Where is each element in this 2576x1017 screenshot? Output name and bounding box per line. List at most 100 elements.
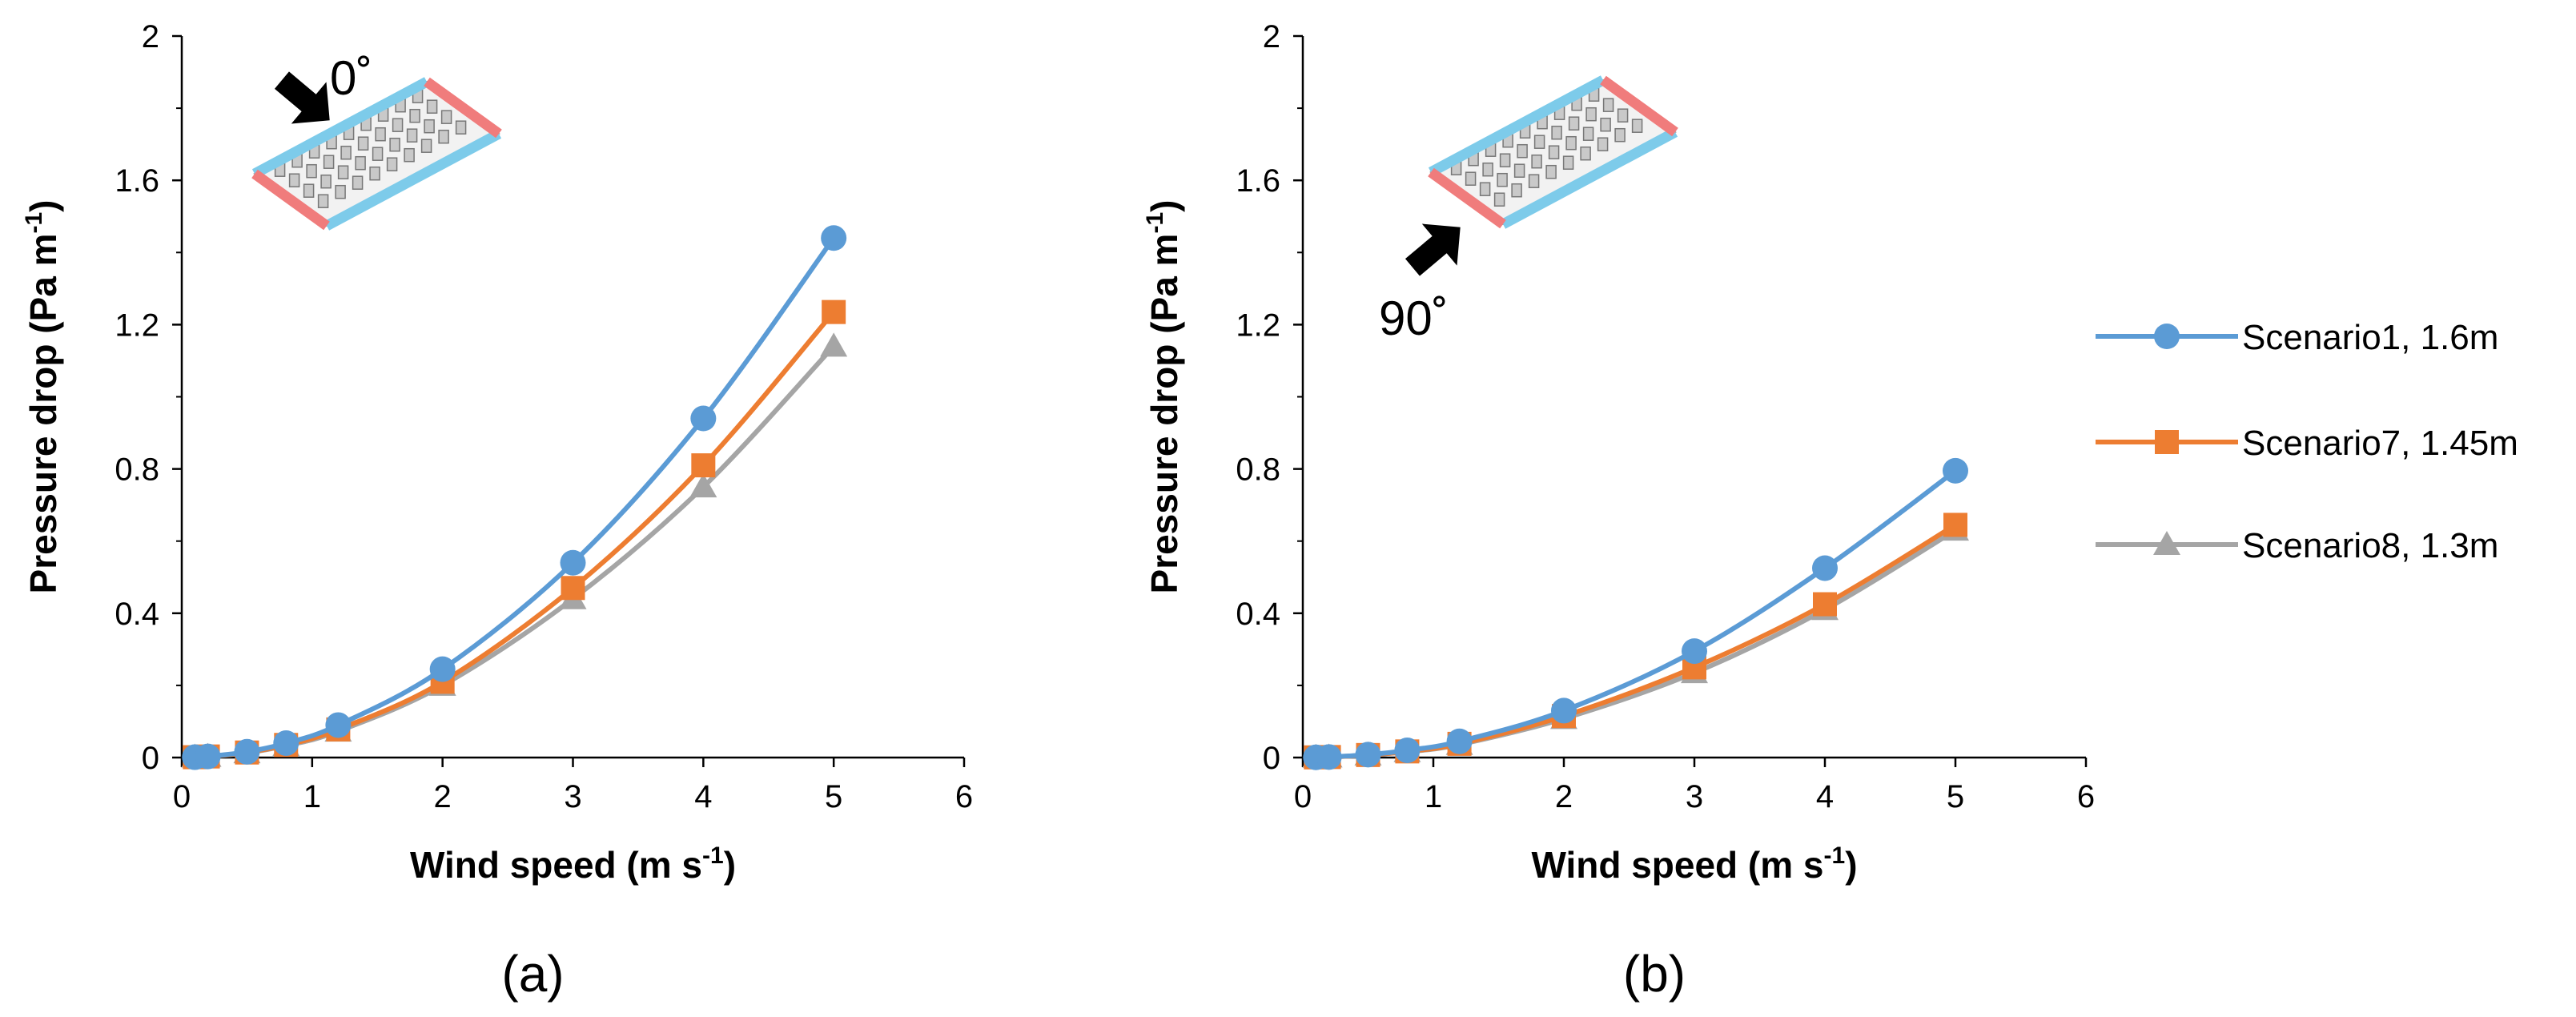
y-tick-label: 1.2 [1236, 308, 1280, 343]
building-block [409, 108, 420, 123]
building-block [352, 175, 364, 190]
building-block [1528, 174, 1540, 188]
x-axis-label-main: Wind speed (m s [1531, 844, 1823, 886]
building-edge-short [1600, 75, 1678, 137]
building-block [1513, 163, 1525, 178]
building-block [386, 157, 398, 171]
y-axis-label-sup: -1 [1142, 212, 1168, 234]
x-tick-label: 1 [1425, 779, 1442, 814]
building-block [438, 129, 449, 144]
data-point [1394, 737, 1421, 763]
building-block [320, 174, 332, 189]
building-block [1602, 98, 1614, 112]
series-line [1316, 468, 1957, 760]
legend-label: Scenario7, 1.45m [2242, 424, 2518, 463]
building-block [1617, 108, 1629, 123]
y-axis-label-end: ) [22, 200, 64, 212]
series-2 [1304, 513, 1967, 770]
y-tick-label: 0 [142, 741, 159, 776]
building-block [1511, 183, 1522, 198]
building-block [1548, 145, 1560, 159]
series-1 [182, 225, 847, 770]
building-block [1533, 135, 1545, 149]
building-block [1482, 162, 1493, 177]
building-edge-long [251, 77, 430, 179]
y-tick-label: 1.6 [1236, 163, 1280, 199]
building-block [1585, 107, 1597, 122]
building-block [369, 166, 380, 181]
y-tick-label: 1.2 [115, 308, 159, 343]
building-edge-long [324, 129, 502, 231]
data-point [820, 332, 848, 357]
series-line [1316, 522, 1957, 760]
data-point [1682, 638, 1707, 665]
legend-label: Scenario1, 1.6m [2242, 318, 2498, 357]
legend-marker [2153, 531, 2180, 555]
data-point [1316, 744, 1342, 770]
y-tick-label: 2 [142, 19, 159, 54]
data-point [1812, 555, 1838, 581]
data-point [429, 656, 456, 682]
x-axis-label-sup: -1 [702, 842, 724, 869]
building-block [1499, 153, 1511, 167]
data-point [325, 712, 352, 738]
building-block [424, 119, 435, 134]
building-block [1562, 155, 1574, 170]
series-3 [181, 332, 848, 768]
building-block [1465, 171, 1477, 186]
inset-angle-label: 90˚ [1379, 291, 1449, 345]
legend-item: Scenario7, 1.45m [2096, 424, 2518, 463]
building-block [375, 127, 386, 142]
y-axis-label-main: Pressure drop (Pa m [1143, 234, 1185, 594]
building-block [1568, 116, 1580, 131]
y-axis-label-end: ) [1143, 200, 1185, 212]
building-block [1551, 125, 1562, 140]
arrow-icon [274, 71, 330, 124]
building-block [1600, 117, 1611, 132]
x-tick-label: 0 [173, 779, 191, 814]
x-tick-label: 5 [1947, 779, 1964, 814]
building-block [1597, 137, 1609, 151]
x-axis-label-end: ) [724, 844, 736, 886]
x-tick-label: 2 [434, 779, 452, 814]
x-tick-label: 3 [1686, 779, 1703, 814]
y-axis-label: Pressure drop (Pa m-1) [21, 200, 64, 594]
building-block [1497, 172, 1508, 187]
building-block [317, 194, 329, 208]
x-tick-label: 1 [303, 779, 321, 814]
y-tick-label: 0 [1263, 741, 1280, 776]
y-axis-label-main: Pressure drop (Pa m [22, 234, 64, 594]
building-block [455, 120, 467, 135]
data-point [234, 738, 260, 765]
building-edge-short [251, 169, 330, 231]
y-axis-label-sup: -1 [21, 212, 47, 234]
x-axis-label-main: Wind speed (m s [410, 844, 702, 886]
building-block [372, 147, 384, 161]
building-block [1565, 135, 1577, 151]
x-tick-label: 4 [694, 779, 712, 814]
building-edge-short [424, 77, 502, 139]
x-tick-label: 0 [1294, 779, 1312, 814]
series-3 [1302, 517, 1969, 768]
x-axis-label: Wind speed (m s-1) [410, 842, 736, 886]
data-point [273, 730, 299, 756]
building-block [335, 184, 346, 199]
inset-angle-label: 0˚ [330, 51, 372, 105]
building-block [337, 165, 349, 179]
series-2 [183, 299, 846, 770]
legend: Scenario1, 1.6m Scenario7, 1.45m Scenario8… [2096, 318, 2518, 565]
building-block [1545, 164, 1557, 179]
legend-label: Scenario8, 1.3m [2242, 526, 2498, 565]
y-tick-label: 0.4 [115, 597, 159, 632]
data-point [1943, 513, 1967, 537]
building-edge-long [1428, 75, 1606, 177]
inset-building-diagram [1428, 75, 1678, 229]
panel-label: (b) [1623, 945, 1686, 1003]
x-axis-label-end: ) [1845, 844, 1857, 886]
building-block [1580, 146, 1591, 161]
building-block [340, 145, 352, 160]
building-edge-short [1428, 167, 1506, 229]
legend-marker [2155, 430, 2179, 454]
